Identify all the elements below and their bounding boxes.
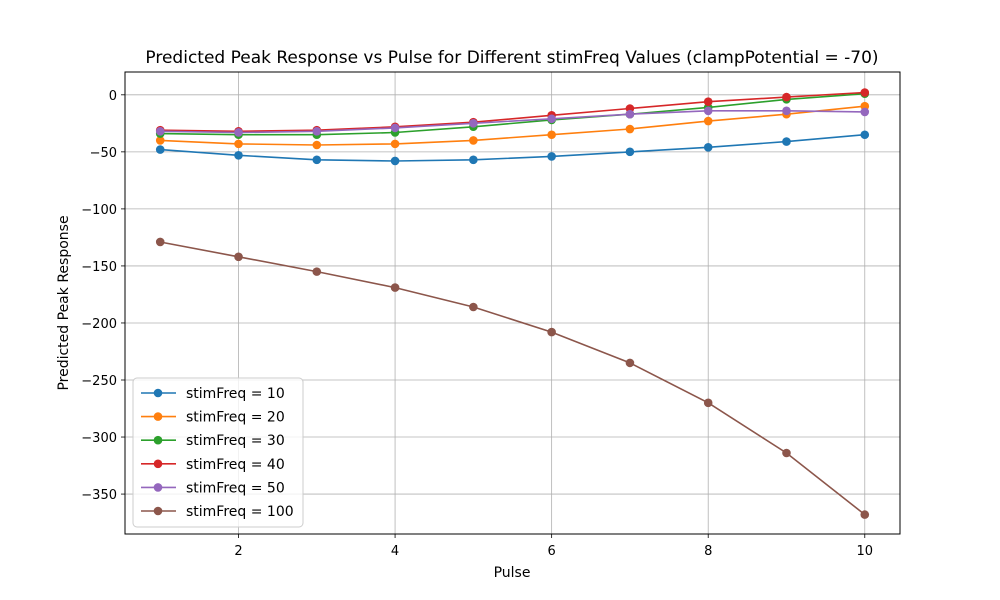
data-point [782,92,791,102]
data-point [155,127,165,136]
legend-swatch-marker [153,506,163,516]
legend-item: stimFreq = 20 [141,410,285,426]
data-point [312,140,322,150]
series-line [160,241,866,516]
series-layer [155,88,870,519]
series-1 [155,130,870,166]
series-6 [155,237,870,519]
x-tick-label: 2 [234,544,242,559]
data-point [390,123,400,133]
data-point [782,137,791,146]
legend-item: stimFreq = 50 [141,480,285,496]
legend-swatch-marker [153,459,163,469]
data-point [625,124,635,134]
data-point [703,97,713,106]
legend-swatch-marker [153,483,163,492]
data-point [547,114,556,124]
data-point [625,109,635,119]
x-tick-label: 10 [856,544,873,559]
data-point [703,142,713,152]
data-point [469,119,478,128]
data-point [234,128,243,137]
legend-item: stimFreq = 40 [141,457,285,473]
data-point [390,139,400,149]
data-point [312,127,322,136]
y-tick-label: 0 [109,89,117,104]
series-line [160,133,865,162]
data-point [234,252,243,262]
data-point [782,106,791,116]
data-point [312,155,322,165]
data-point [782,448,791,458]
legend-swatch-marker [153,412,163,421]
x-axis-ticks: 2 4 6 8 10 [234,534,873,559]
data-point [469,155,478,165]
series-line [160,91,865,133]
y-tick-label: −50 [90,146,117,161]
data-point [860,107,870,117]
x-tick-label: 4 [391,544,399,559]
data-point [625,147,635,157]
legend-label: stimFreq = 30 [186,433,285,449]
legend-label: stimFreq = 20 [186,410,285,426]
y-tick-label: −200 [81,317,117,332]
y-tick-label: −150 [81,260,117,275]
legend-swatch-marker [153,388,163,398]
y-tick-label: −300 [81,431,117,446]
legend-label: stimFreq = 40 [186,457,285,473]
data-point [390,283,400,292]
data-point [469,136,478,145]
data-point [547,327,556,337]
data-point [625,358,635,368]
legend-swatch-marker [153,435,163,445]
legend: stimFreq = 10 stimFreq = 20 stimFreq = 30 s… [132,377,304,528]
series-line [160,92,865,136]
plot-frame [124,71,901,535]
series-5 [155,106,870,137]
legend-label: stimFreq = 100 [186,504,294,520]
data-point [312,267,322,276]
legend-item: stimFreq = 10 [141,386,285,402]
legend-item: stimFreq = 30 [141,433,285,449]
legend-label: stimFreq = 10 [186,386,285,402]
legend-label: stimFreq = 50 [186,480,285,496]
data-point [860,130,870,140]
series-line [160,110,865,134]
chart-title: Predicted Peak Response vs Pulse for Dif… [145,48,878,68]
x-tick-label: 8 [704,544,712,559]
y-tick-label: −350 [81,488,117,503]
data-point [469,302,478,312]
y-axis-ticks: 0 −50 −100 −150 −200 −250 −300 −350 [81,89,125,503]
data-point [547,152,556,161]
data-point [234,139,243,149]
y-axis-label: Predicted Peak Response [56,215,72,390]
legend-item: stimFreq = 100 [141,504,294,520]
data-point [860,510,870,519]
y-tick-label: −100 [81,203,117,218]
y-tick-label: −250 [81,374,117,389]
data-point [390,156,400,166]
legend-box [132,377,304,528]
data-point [155,145,165,154]
data-point [703,106,713,116]
data-point [860,88,870,97]
data-point [155,136,165,145]
series-2 [155,101,870,150]
data-point [155,237,165,247]
data-point [703,116,713,126]
series-4 [155,88,870,136]
data-point [703,398,713,408]
series-line [160,105,865,146]
data-point [234,150,243,160]
x-axis-label: Pulse [494,565,531,581]
data-point [547,130,556,140]
x-tick-label: 6 [548,544,556,559]
